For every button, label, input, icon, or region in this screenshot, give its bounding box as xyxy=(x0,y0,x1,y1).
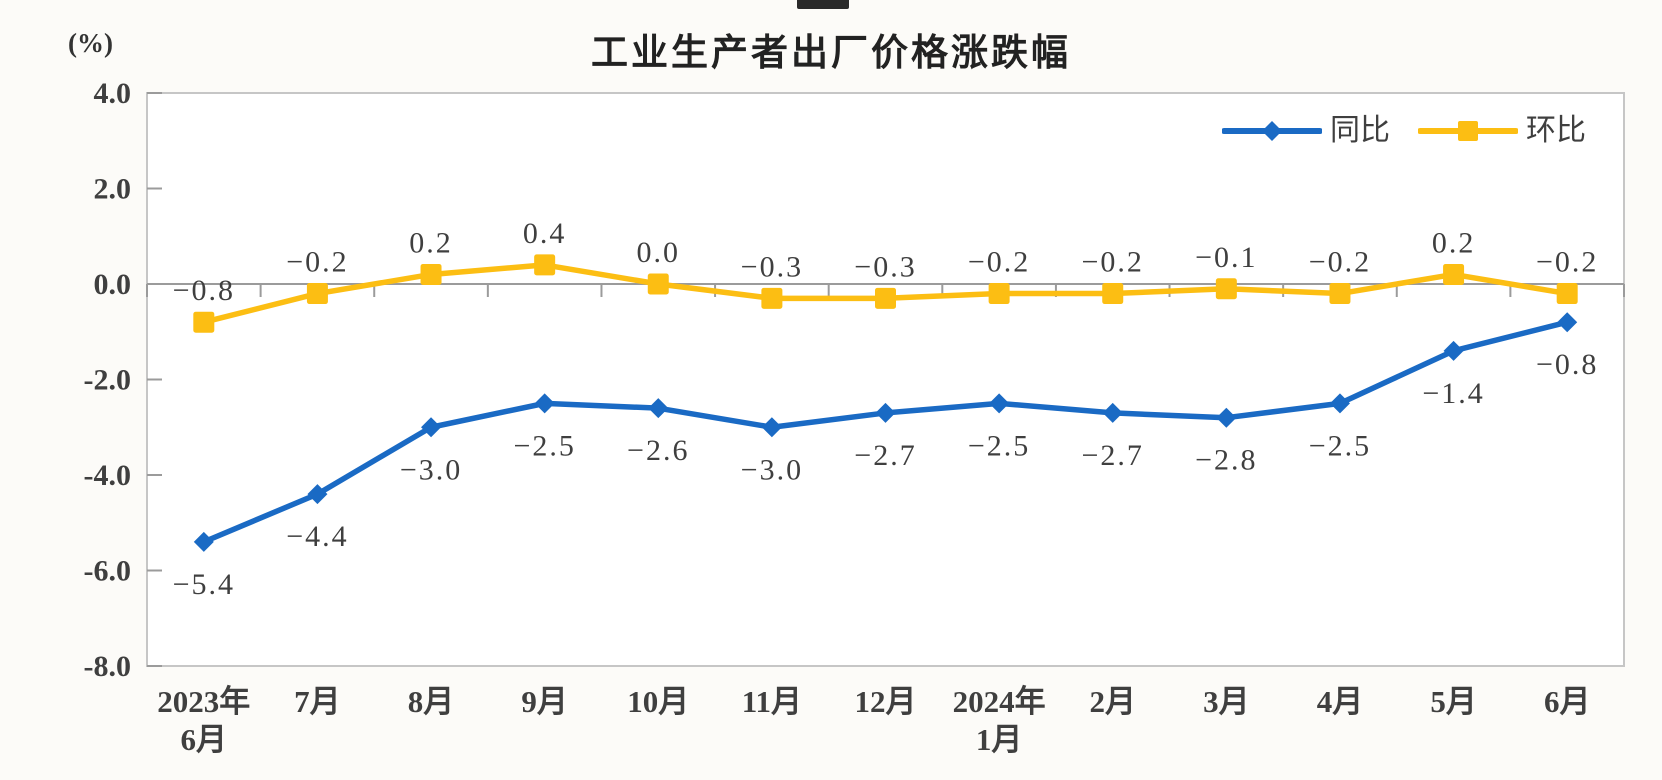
y-tick-label: -8.0 xyxy=(84,650,132,683)
x-tick-label: 2024年 1月 xyxy=(953,684,1046,757)
data-point-marker-square xyxy=(761,287,783,309)
plot-border xyxy=(146,92,1625,667)
data-point-label: −0.2 xyxy=(286,246,348,279)
data-point-label: −2.5 xyxy=(968,429,1030,462)
x-tick-label: 3月 xyxy=(1203,684,1250,719)
y-tick-label: 4.0 xyxy=(94,77,132,110)
data-point-marker-diamond xyxy=(648,398,669,419)
data-point-marker-square xyxy=(1556,283,1578,305)
x-tick-label: 7月 xyxy=(294,684,341,719)
x-tick-label: 2月 xyxy=(1089,684,1136,719)
data-point-label: −5.4 xyxy=(173,568,235,601)
data-point-label: −0.3 xyxy=(741,250,803,283)
data-point-label: −2.5 xyxy=(1309,429,1371,462)
data-point-marker-diamond xyxy=(307,484,328,505)
data-point-label: −3.0 xyxy=(741,453,803,486)
data-point-label: 0.2 xyxy=(1432,226,1476,259)
data-point-label: −4.4 xyxy=(286,520,348,553)
data-point-label: −0.2 xyxy=(1536,246,1598,279)
chart-title: 工业生产者出厂价格涨跌幅 xyxy=(591,32,1071,73)
data-point-marker-square xyxy=(1102,283,1124,305)
data-point-marker-diamond xyxy=(989,393,1010,414)
legend-item-tongbi: 同比 xyxy=(1222,116,1390,146)
data-point-label: −1.4 xyxy=(1422,377,1484,410)
data-point-label: −2.8 xyxy=(1195,444,1257,477)
data-point-marker-square xyxy=(1329,283,1351,305)
data-point-marker-square xyxy=(534,254,556,276)
legend: 同比 环比 xyxy=(1222,116,1586,146)
data-point-marker-diamond xyxy=(1557,312,1578,333)
line-diamond-marker-icon xyxy=(1222,121,1322,141)
x-tick-label: 6月 xyxy=(1544,684,1591,719)
data-point-label: −2.5 xyxy=(513,429,575,462)
x-tick-label: 10月 xyxy=(627,684,689,719)
data-point-marker-square xyxy=(1215,278,1237,300)
x-tick-label: 4月 xyxy=(1317,684,1364,719)
x-tick-label: 11月 xyxy=(742,684,802,719)
data-point-label: −2.7 xyxy=(854,439,916,472)
data-point-label: −0.8 xyxy=(173,274,235,307)
y-tick-label: -6.0 xyxy=(84,555,132,588)
data-point-label: −0.2 xyxy=(1309,246,1371,279)
x-tick-label: 8月 xyxy=(408,684,455,719)
cropped-text-artifact xyxy=(797,0,849,9)
x-tick-label: 5月 xyxy=(1430,684,1477,719)
data-point-label: −0.3 xyxy=(854,250,916,283)
data-point-label: 0.0 xyxy=(637,236,681,269)
data-point-marker-diamond xyxy=(1329,393,1350,414)
data-point-label: 0.4 xyxy=(523,217,567,250)
data-point-label: −0.8 xyxy=(1536,348,1598,381)
data-point-label: −0.2 xyxy=(968,246,1030,279)
data-point-marker-square xyxy=(875,287,896,309)
data-point-label: −0.2 xyxy=(1082,246,1144,279)
y-tick-label: -4.0 xyxy=(84,459,132,492)
data-point-marker-square xyxy=(988,283,1010,305)
x-tick-label: 9月 xyxy=(521,684,568,719)
data-point-marker-diamond xyxy=(193,531,214,552)
x-tick-label: 2023年 6月 xyxy=(157,684,250,757)
data-point-marker-diamond xyxy=(875,402,896,423)
legend-label-tongbi: 同比 xyxy=(1330,114,1390,147)
data-point-marker-diamond xyxy=(421,417,442,438)
line-square-marker-icon xyxy=(1418,121,1518,141)
data-point-label: −2.6 xyxy=(627,434,689,467)
legend-marker-square xyxy=(1458,121,1478,141)
data-point-marker-diamond xyxy=(761,417,782,438)
data-point-marker-square xyxy=(193,311,215,333)
data-point-marker-square xyxy=(306,283,328,305)
y-axis-unit-label: (%) xyxy=(68,28,113,58)
y-tick-label: 2.0 xyxy=(94,173,132,206)
legend-item-huanbi: 环比 xyxy=(1418,116,1586,146)
legend-marker-diamond xyxy=(1262,121,1282,141)
data-point-label: −3.0 xyxy=(400,453,462,486)
data-point-label: −0.1 xyxy=(1195,241,1257,274)
data-point-marker-diamond xyxy=(1443,340,1464,361)
data-point-marker-square xyxy=(647,273,669,295)
data-point-label: −2.7 xyxy=(1082,439,1144,472)
data-point-marker-diamond xyxy=(534,393,555,414)
data-point-marker-square xyxy=(1443,263,1465,285)
legend-label-huanbi: 环比 xyxy=(1526,114,1586,147)
x-tick-label: 12月 xyxy=(855,684,917,719)
data-point-marker-diamond xyxy=(1102,402,1123,423)
data-point-label: 0.2 xyxy=(409,226,453,259)
y-tick-label: 0.0 xyxy=(94,268,132,301)
data-point-marker-square xyxy=(420,263,442,285)
data-point-marker-diamond xyxy=(1216,407,1237,428)
y-tick-label: -2.0 xyxy=(84,364,132,397)
